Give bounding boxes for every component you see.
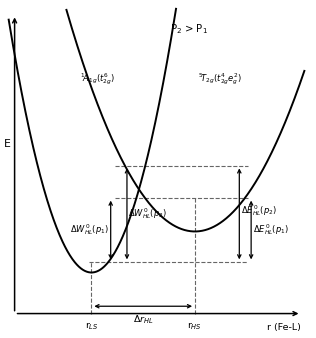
Text: P$_2$ > P$_1$: P$_2$ > P$_1$ <box>170 22 208 36</box>
Text: $\Delta r_{HL}$: $\Delta r_{HL}$ <box>133 314 154 326</box>
Text: $\Delta E^{\,0}_{HL}(p_1)$: $\Delta E^{\,0}_{HL}(p_1)$ <box>252 222 289 238</box>
Text: $\Delta W^{\,0}_{HL}(p_1)$: $\Delta W^{\,0}_{HL}(p_1)$ <box>70 222 109 238</box>
Text: E: E <box>4 139 11 148</box>
Text: r$_{HS}$: r$_{HS}$ <box>187 321 203 332</box>
Text: $\Delta W^{\,0}_{HL}(p_2)$: $\Delta W^{\,0}_{HL}(p_2)$ <box>128 207 167 221</box>
Text: $^1\!A_{1g}(t^6_{2g})$: $^1\!A_{1g}(t^6_{2g})$ <box>80 71 115 87</box>
Text: r$_{LS}$: r$_{LS}$ <box>85 321 98 332</box>
Text: $^5\!T_{2g}(t^4_{2g}e^2_g)$: $^5\!T_{2g}(t^4_{2g}e^2_g)$ <box>198 71 242 87</box>
Text: $\Delta E^{\,0}_{HL}(p_2)$: $\Delta E^{\,0}_{HL}(p_2)$ <box>241 203 277 218</box>
Text: r (Fe-L): r (Fe-L) <box>267 323 301 332</box>
